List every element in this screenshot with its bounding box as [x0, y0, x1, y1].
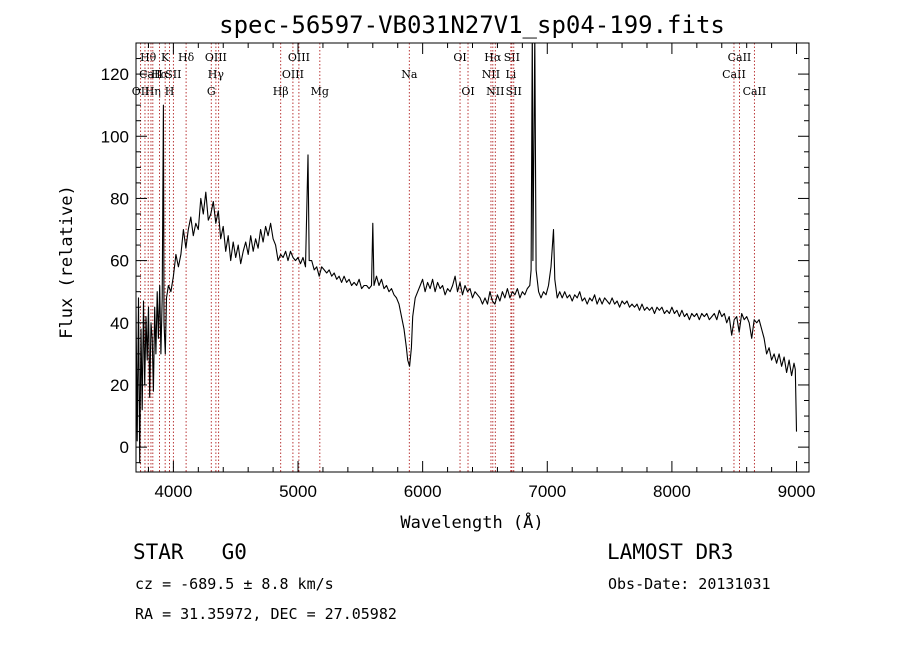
line-label-5-0: Hα: [151, 68, 169, 81]
line-label-11-1: Hγ: [208, 68, 225, 81]
line-label-16-0: Mg: [311, 85, 329, 98]
spectrum-series: [136, 43, 798, 464]
plot-frame: [135, 42, 810, 473]
line-label-10-0: G: [207, 85, 216, 98]
line-label-14-0: OIII: [282, 68, 304, 81]
obs-date: Obs-Date: 20131031: [608, 575, 771, 593]
class-label: STAR: [133, 540, 184, 564]
x-tick-label: 8000: [653, 482, 691, 501]
y-tick-label: 100: [101, 127, 129, 146]
line-label-7-0: H: [165, 85, 175, 98]
line-label-2-0: Hθ: [140, 51, 157, 64]
line-label-8-0: SII: [165, 68, 181, 81]
line-label-18-0: OI: [453, 51, 466, 64]
line-label-25-0: SII: [506, 85, 522, 98]
chart-title: spec-56597-VB031N27V1_sp04-199.fits: [219, 11, 725, 39]
y-axis-label: Flux (relative): [57, 185, 77, 339]
object-class: STAR G0: [133, 540, 247, 564]
series-line-flux: [136, 43, 798, 464]
x-tick-label: 4000: [154, 482, 192, 501]
line-label-3-0: CaII: [139, 68, 163, 81]
x-tick-label: 6000: [404, 482, 442, 501]
line-label-15-0: OIII: [288, 51, 310, 64]
line-label-4-0: Hη: [145, 85, 161, 98]
y-tick-label: 20: [110, 376, 129, 395]
line-label-21-0: Hα: [484, 51, 502, 64]
y-tick-label: 80: [110, 189, 129, 208]
line-label-6-0: K: [161, 51, 170, 64]
line-label-22-0: NII: [486, 85, 504, 98]
x-tick-label: 5000: [279, 482, 317, 501]
survey-label: LAMOST DR3: [607, 540, 734, 564]
line-label-26-0: CaII: [722, 68, 746, 81]
redshift-info: cz = -689.5 ± 8.8 km/s: [135, 575, 334, 593]
y-tick-label: 40: [110, 314, 129, 333]
line-label-24-0: SII: [504, 51, 520, 64]
line-label-17-0: Na: [401, 68, 418, 81]
line-label-19-0: OI: [461, 85, 474, 98]
line-label-28-0: CaII: [743, 85, 767, 98]
line-label-9-0: Hδ: [178, 51, 195, 64]
x-tick-label: 9000: [778, 482, 816, 501]
y-tick-label: 120: [101, 65, 129, 84]
ra-dec-coordinates: RA = 31.35972, DEC = 27.05982: [135, 605, 397, 623]
spectral-line-markers: OIIHθCaIIHηHαKHSIIHδGOIIIHγHβOIIIOIIIMgN…: [132, 43, 766, 472]
subclass-label: G0: [221, 540, 247, 564]
line-label-27-0: CaII: [728, 51, 752, 64]
y-tick-label: 0: [120, 438, 129, 457]
line-label-23-0: Li: [505, 68, 516, 81]
x-tick-label: 7000: [528, 482, 566, 501]
line-label-11-0: OIII: [205, 51, 227, 64]
x-axis-label: Wavelength (Å): [400, 511, 543, 533]
y-tick-label: 60: [110, 252, 129, 271]
line-label-20-0: NII: [482, 68, 500, 81]
line-label-13-0: Hβ: [273, 85, 289, 98]
plot-axes: 4000 5000 6000 7000 8000 9000 0 20 40 60 80 100 120: [101, 42, 816, 501]
